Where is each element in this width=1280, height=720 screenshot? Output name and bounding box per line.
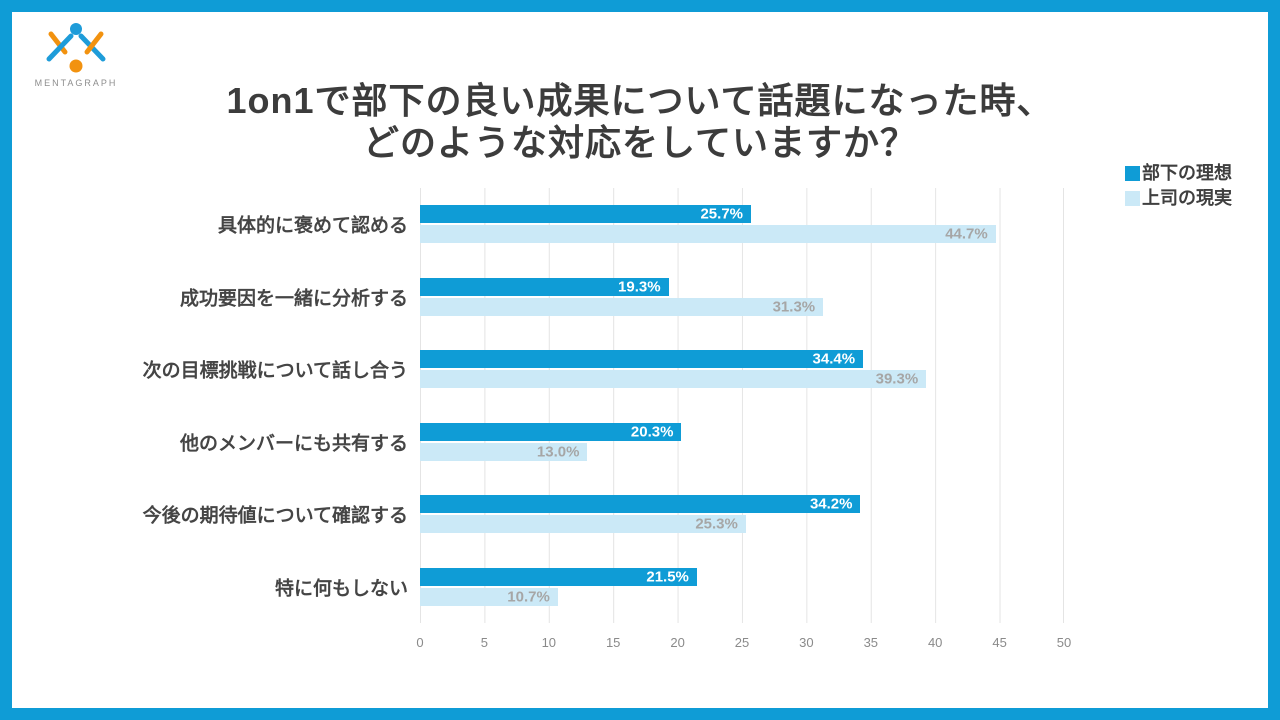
bar-value-label: 25.3% xyxy=(695,515,738,533)
mentagraph-logo-icon xyxy=(46,23,106,73)
bar-series-1: 19.3% xyxy=(420,277,669,296)
bar-value-label: 10.7% xyxy=(507,588,550,606)
bar-series-1: 20.3% xyxy=(420,422,682,441)
bar-value-label: 21.5% xyxy=(646,568,689,586)
bar-value-label: 39.3% xyxy=(875,370,919,388)
x-axis-tick-label: 35 xyxy=(863,635,879,650)
chart-legend: 部下の理想 上司の現実 xyxy=(1125,161,1232,211)
x-axis-tick-label: 15 xyxy=(605,635,621,650)
bar-value-label: 34.4% xyxy=(812,350,856,368)
bar-series-1: 34.2% xyxy=(420,495,861,514)
grouped-bar-chart: 25.7% 44.7% 19.3% 31.3% 34.4% 39.3% 20.3% 13.0%… xyxy=(12,188,1268,658)
bar-value-label: 34.2% xyxy=(809,495,853,513)
legend-item-ideal: 部下の理想 xyxy=(1125,161,1232,186)
bar-series-1: 25.7% xyxy=(420,205,752,224)
bar-series-2: 39.3% xyxy=(420,370,927,389)
legend-label-reality: 上司の現実 xyxy=(1142,188,1232,208)
x-axis: 0 5 10 15 20 25 30 35 40 45 50 xyxy=(416,635,1071,655)
chart-title: 1on1で部下の良い成果について話題になった時、 どのような対応をしていますか？ xyxy=(12,80,1268,164)
x-axis-tick-label: 30 xyxy=(799,635,814,650)
category-label: 特に何もしない xyxy=(274,578,408,600)
legend-swatch-reality-icon xyxy=(1125,191,1140,206)
category-label: 成功要因を一緒に分析する xyxy=(179,288,408,310)
mentagraph-logo-text: MENTAGRAPH xyxy=(34,78,118,88)
x-axis-tick-label: 0 xyxy=(416,635,424,650)
bar-series-1: 21.5% xyxy=(420,567,697,586)
x-axis-tick-label: 40 xyxy=(927,635,943,650)
x-axis-tick-label: 5 xyxy=(480,635,489,650)
x-axis-tick-label: 20 xyxy=(670,635,685,650)
legend-item-reality: 上司の現実 xyxy=(1125,186,1232,211)
category-label: 他のメンバーにも共有する xyxy=(179,433,408,455)
bar-value-label: 20.3% xyxy=(630,423,674,441)
bar-value-label: 13.0% xyxy=(536,443,580,461)
bar-series-2: 31.3% xyxy=(420,297,824,316)
x-axis-tick-label: 10 xyxy=(541,635,557,650)
bar-value-label: 44.7% xyxy=(945,225,988,243)
mentagraph-logo: MENTAGRAPH xyxy=(34,22,118,88)
chart-title-line1: 1on1で部下の良い成果について話題になった時、 xyxy=(226,80,1054,121)
category-label: 具体的に褒めて認める xyxy=(217,215,408,237)
x-axis-tick-label: 45 xyxy=(992,635,1007,650)
legend-swatch-ideal-icon xyxy=(1125,166,1140,181)
bar-series-2: 44.7% xyxy=(420,225,996,244)
x-axis-tick-label: 50 xyxy=(1056,635,1072,650)
category-label: 次の目標挑戦について話し合う xyxy=(142,360,408,382)
chart-title-line2: どのような対応をしていますか？ xyxy=(363,122,917,163)
bar-series-2: 25.3% xyxy=(420,515,746,534)
plot-area: 25.7% 44.7% 19.3% 31.3% 34.4% 39.3% 20.3% 13.0%… xyxy=(420,188,1064,623)
bar-series-1: 34.4% xyxy=(420,350,864,369)
bar-value-label: 31.3% xyxy=(772,298,816,316)
x-axis-tick-label: 25 xyxy=(734,635,750,650)
bar-series-2: 13.0% xyxy=(420,442,588,461)
bar-value-label: 19.3% xyxy=(618,278,661,296)
category-label: 今後の期待値について確認する xyxy=(142,505,408,527)
bar-value-label: 25.7% xyxy=(700,205,744,223)
legend-label-ideal: 部下の理想 xyxy=(1142,163,1232,183)
bar-series-2: 10.7% xyxy=(420,587,558,606)
